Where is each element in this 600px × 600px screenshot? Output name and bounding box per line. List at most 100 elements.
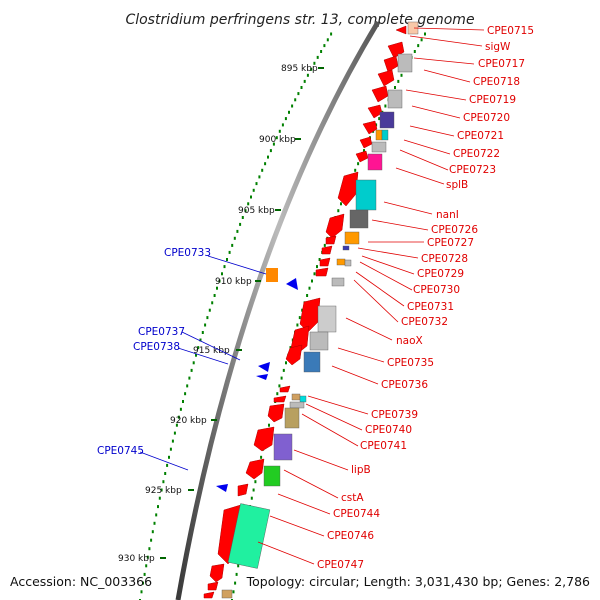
gene-arrow[interactable] <box>359 136 373 149</box>
gene-box[interactable] <box>387 89 403 109</box>
tick-mark <box>417 44 420 48</box>
gene-label[interactable]: CPE0745 <box>97 445 144 457</box>
gene-arrow[interactable] <box>237 483 249 497</box>
tick-mark <box>244 209 247 213</box>
gene-box[interactable] <box>263 465 281 487</box>
gene-box[interactable] <box>303 351 321 373</box>
gene-box[interactable] <box>221 589 233 599</box>
tick-mark <box>260 455 263 459</box>
gene-box[interactable] <box>291 393 301 401</box>
gene-arrow[interactable] <box>319 257 331 267</box>
gene-label[interactable]: CPE0736 <box>381 379 428 391</box>
gene-box[interactable] <box>371 141 387 153</box>
gene-arrow[interactable] <box>325 213 345 239</box>
gene-box[interactable] <box>397 53 413 73</box>
gene-box[interactable] <box>381 129 389 141</box>
gene-arrow[interactable] <box>371 85 389 103</box>
gene-box[interactable] <box>289 401 305 409</box>
gene-arrow[interactable] <box>209 563 225 583</box>
gene-label[interactable]: CPE0737 <box>138 326 185 338</box>
gene-box[interactable] <box>317 305 337 333</box>
gene-box[interactable] <box>379 111 395 129</box>
gene-arrow[interactable] <box>245 458 265 480</box>
tick-mark <box>308 286 311 290</box>
gene-box[interactable] <box>344 259 352 267</box>
gene-box[interactable] <box>375 129 383 141</box>
gene-label[interactable]: CPE0719 <box>469 94 516 106</box>
gene-arrow[interactable] <box>377 69 395 87</box>
gene-arrow[interactable] <box>315 267 329 277</box>
gene-label[interactable]: CPE0744 <box>333 508 380 520</box>
gene-label[interactable]: CPE0728 <box>421 253 468 265</box>
gene-label[interactable]: CPE0727 <box>427 237 474 249</box>
gene-arrow[interactable] <box>256 374 268 380</box>
gene-box[interactable] <box>367 153 383 171</box>
gene-arrow[interactable] <box>321 245 333 255</box>
gene-arrow[interactable] <box>325 235 337 245</box>
scale-tick-label: 905 kbp <box>238 206 275 216</box>
gene-arrow[interactable] <box>285 344 303 366</box>
gene-label[interactable]: CPE0740 <box>365 424 412 436</box>
gene-box[interactable] <box>331 277 345 287</box>
gene-label[interactable]: CPE0729 <box>417 268 464 280</box>
gene-label[interactable]: CPE0718 <box>473 76 520 88</box>
tick-mark <box>169 447 172 451</box>
gene-arrow[interactable] <box>258 362 270 372</box>
gene-label[interactable]: CPE0741 <box>360 440 407 452</box>
tick-mark <box>184 392 187 396</box>
gene-label[interactable]: CPE0738 <box>133 341 180 353</box>
gene-arrow[interactable] <box>383 55 399 73</box>
gene-label[interactable]: CPE0715 <box>487 25 534 37</box>
gene-box[interactable] <box>342 245 350 251</box>
gene-box[interactable] <box>344 231 360 245</box>
gene-arrow[interactable] <box>207 581 219 591</box>
gene-label[interactable]: CPE0732 <box>401 316 448 328</box>
gene-label[interactable]: CPE0730 <box>413 284 460 296</box>
gene-arrow[interactable] <box>337 171 359 207</box>
gene-label[interactable]: CPE0717 <box>478 58 525 70</box>
gene-arrow[interactable] <box>267 403 285 423</box>
gene-arrow[interactable] <box>216 484 228 492</box>
gene-arrow[interactable] <box>299 297 321 333</box>
gene-label[interactable]: sigW <box>485 41 511 53</box>
tick-mark <box>164 472 167 475</box>
gene-label[interactable]: CPE0733 <box>164 247 211 259</box>
gene-box[interactable] <box>227 503 271 569</box>
gene-label[interactable]: naoX <box>396 335 423 347</box>
gene-box[interactable] <box>355 179 377 211</box>
gene-box[interactable] <box>273 433 293 461</box>
tick-mark <box>291 104 294 108</box>
gene-box[interactable] <box>309 331 329 351</box>
gene-label[interactable]: nanI <box>436 209 459 221</box>
gene-label[interactable]: CPE0735 <box>387 357 434 369</box>
gene-label[interactable]: CPE0731 <box>407 301 454 313</box>
gene-arrow[interactable] <box>362 120 378 135</box>
gene-box[interactable] <box>266 268 278 282</box>
gene-label[interactable]: CPE0721 <box>457 130 504 142</box>
tick-mark <box>177 415 180 419</box>
gene-arrow[interactable] <box>279 385 291 393</box>
gene-arrow[interactable] <box>355 150 369 163</box>
gene-label[interactable]: CPE0726 <box>431 224 478 236</box>
gene-label[interactable]: CPE0746 <box>327 530 374 542</box>
tick-mark <box>316 55 319 59</box>
gene-label[interactable]: splB <box>446 179 468 191</box>
gene-box[interactable] <box>349 209 369 229</box>
gene-label[interactable]: CPE0720 <box>463 112 510 124</box>
tick-mark <box>235 572 238 576</box>
gene-label[interactable]: CPE0722 <box>453 148 500 160</box>
gene-box[interactable] <box>299 395 307 403</box>
gene-label[interactable]: lipB <box>351 464 371 476</box>
gene-label[interactable]: CPE0739 <box>371 409 418 421</box>
gene-box[interactable] <box>336 258 346 266</box>
gene-label[interactable]: CPE0723 <box>449 164 496 176</box>
gene-box[interactable] <box>284 407 300 429</box>
gene-label[interactable]: CPE0747 <box>317 559 364 571</box>
gene-arrow[interactable] <box>286 278 298 290</box>
gene-label[interactable]: cstA <box>341 492 364 504</box>
gene-arrow[interactable] <box>395 25 407 35</box>
gene-arrow[interactable] <box>253 426 275 452</box>
gene-arrow[interactable] <box>273 395 287 403</box>
topology-text: Topology: circular; Length: 3,031,430 bp… <box>246 574 590 589</box>
gene-arrow[interactable] <box>203 591 215 599</box>
